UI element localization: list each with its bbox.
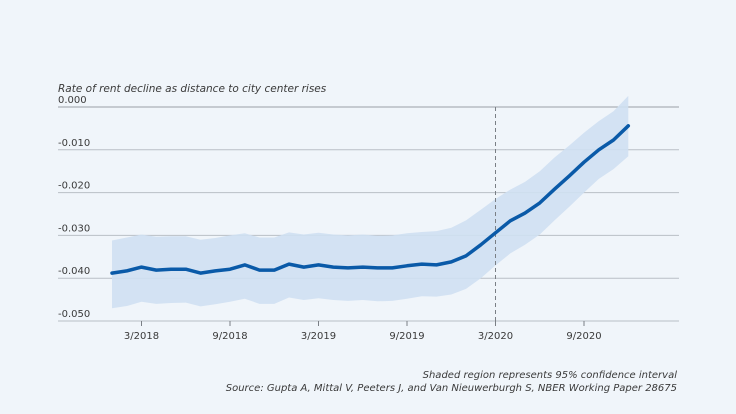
source-note: Source: Gupta A, Mittal V, Peeters J, an… [226, 383, 677, 394]
estimate-line [110, 124, 631, 275]
x-tick-label: 3/2019 [301, 331, 336, 342]
x-axis: 3/2018 9/2018 3/2019 9/2019 3/2020 9/2020 [124, 321, 602, 342]
x-tick-label: 3/2018 [124, 331, 159, 342]
y-axis-title: Rate of rent decline as distance to city… [58, 83, 327, 95]
y-tick-label: -0.050 [58, 309, 90, 320]
ci-note: Shaded region represents 95% confidence … [423, 370, 678, 381]
y-axis-tick-labels: 0.000 -0.010 -0.020 -0.030 -0.040 -0.050 [58, 95, 90, 320]
y-tick-label: 0.000 [58, 95, 87, 106]
y-tick-label: -0.030 [58, 223, 90, 234]
y-tick-label: -0.010 [58, 138, 90, 149]
x-tick-label: 9/2020 [566, 331, 601, 342]
x-tick-label: 3/2020 [478, 331, 513, 342]
y-tick-label: -0.040 [58, 266, 90, 277]
confidence-interval-band [112, 95, 629, 309]
y-tick-label: -0.020 [58, 181, 90, 192]
x-tick-label: 9/2019 [389, 331, 424, 342]
x-tick-label: 9/2018 [212, 331, 247, 342]
